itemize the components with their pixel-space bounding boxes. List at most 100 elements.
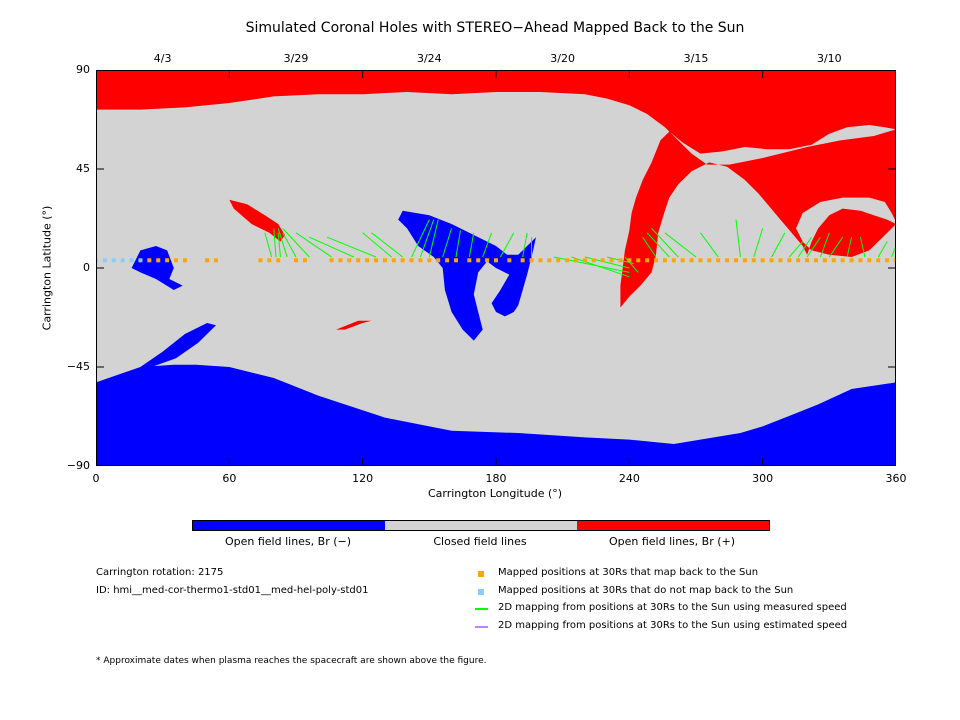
mapping-line-measured	[771, 232, 786, 258]
x-tick-label: 60	[222, 472, 237, 485]
mapping-line-measured	[700, 232, 719, 258]
mapped-point	[822, 258, 827, 263]
mapped-point	[485, 258, 490, 263]
mapped-point	[418, 258, 423, 263]
mapped-point	[742, 258, 747, 263]
mapped-point	[400, 258, 405, 263]
unmapped-point	[102, 258, 107, 263]
mapped-point	[636, 258, 641, 263]
colorbar	[192, 520, 770, 531]
sample-points-layer	[96, 258, 896, 263]
mapping-line-measured	[624, 256, 639, 273]
mapped-point	[600, 258, 605, 263]
negative-coronal-hole	[131, 246, 183, 290]
x-axis-label: Carrington Longitude (°)	[427, 487, 563, 500]
mapped-point	[645, 258, 650, 263]
mapped-point	[147, 258, 152, 263]
mapping-line-measured	[273, 228, 277, 258]
mapped-point	[654, 258, 658, 263]
top-date-label: 3/20	[550, 52, 575, 65]
mapping-line-measured	[500, 232, 515, 258]
colorbar-label-closed: Closed field lines	[433, 535, 527, 548]
y-tick-label: 0	[83, 261, 90, 274]
mapping-line-measured	[828, 236, 844, 258]
mapping-line-measured	[753, 228, 764, 258]
mapping-line-measured	[646, 232, 670, 258]
mapped-point	[520, 258, 525, 263]
mapping-line-measured	[664, 232, 697, 258]
legend-label: Mapped positions at 30Rs that do not map…	[498, 585, 794, 596]
x-tick-label: 300	[752, 472, 774, 485]
mapping-line-measured	[522, 232, 528, 258]
mapped-point	[831, 258, 836, 263]
mapped-point	[205, 258, 210, 263]
mapped-point	[214, 258, 218, 263]
top-date-label: 3/29	[283, 52, 309, 65]
mapped-point	[329, 258, 334, 263]
mapped-point	[391, 258, 396, 263]
unmapped-point	[138, 258, 143, 263]
mapped-point	[716, 258, 721, 263]
mapping-line-measured	[362, 232, 392, 258]
mapping-line-measured	[797, 236, 812, 258]
mapped-point	[565, 258, 570, 263]
mapped-point	[338, 258, 343, 263]
legend-label: 2D mapping from positions at 30Rs to the…	[498, 620, 848, 631]
mapped-point	[778, 258, 783, 263]
mapping-line-measured	[419, 219, 435, 258]
mapped-point	[276, 258, 281, 263]
mapping-line-measured	[877, 241, 888, 258]
colorbar-label-positive: Open field lines, Br (+)	[608, 535, 736, 548]
mapped-point	[751, 258, 756, 263]
mapping-line-measured	[482, 232, 493, 258]
mapping-line-measured	[819, 232, 830, 258]
colorbar-closed-segment	[385, 521, 577, 530]
mapped-point	[374, 258, 378, 263]
mapped-point	[680, 258, 685, 263]
legend-label: 2D mapping from positions at 30Rs to the…	[498, 602, 847, 613]
mapped-point	[885, 258, 890, 263]
x-tick-label: 360	[885, 472, 907, 485]
mapping-line-measured	[735, 219, 741, 258]
mapping-line-measured	[309, 236, 354, 258]
mapped-point	[556, 258, 561, 263]
positive-coronal-hole	[96, 70, 896, 308]
mapping-line-measured	[264, 232, 273, 258]
mapped-point	[445, 258, 450, 263]
mapped-point	[454, 258, 458, 263]
mapped-point	[769, 258, 774, 263]
colorbar-negative-segment	[193, 521, 385, 530]
orange-square-icon	[478, 571, 484, 577]
x-tick-label: 120	[352, 472, 374, 485]
axis-ticks-layer	[96, 70, 896, 466]
mapped-point	[671, 258, 676, 263]
mapped-point	[467, 258, 472, 263]
mapping-line-measured	[651, 228, 679, 258]
carrington-rotation-text: Carrington rotation: 2175	[96, 567, 224, 578]
unmapped-point	[129, 258, 134, 263]
top-date-label: 3/24	[416, 52, 442, 65]
mapped-point	[582, 258, 587, 263]
mapping-line-measured	[295, 232, 332, 258]
top-date-label: 4/3	[153, 52, 172, 65]
mapped-point	[302, 258, 307, 263]
plot-frame	[96, 70, 896, 466]
mapping-line-measured	[788, 241, 804, 258]
mapped-point	[547, 258, 552, 263]
mapped-point	[627, 258, 632, 263]
top-date-label: 3/10	[816, 52, 842, 65]
mapped-point	[476, 258, 481, 263]
mapping-line-measured	[468, 232, 475, 258]
mapped-point	[858, 258, 863, 263]
y-tick-label: 90	[76, 63, 90, 76]
top-date-label: 3/15	[683, 52, 709, 65]
mapped-point	[609, 258, 614, 263]
negative-coronal-hole	[140, 323, 216, 367]
unmapped-point	[111, 258, 116, 263]
mapped-point	[618, 258, 623, 263]
x-tick-label: 240	[618, 472, 640, 485]
colorbar-label-negative: Open field lines, Br (−)	[224, 535, 352, 548]
mapped-point	[698, 258, 703, 263]
mapping-line-measured	[442, 228, 453, 258]
mapped-point	[356, 258, 361, 263]
